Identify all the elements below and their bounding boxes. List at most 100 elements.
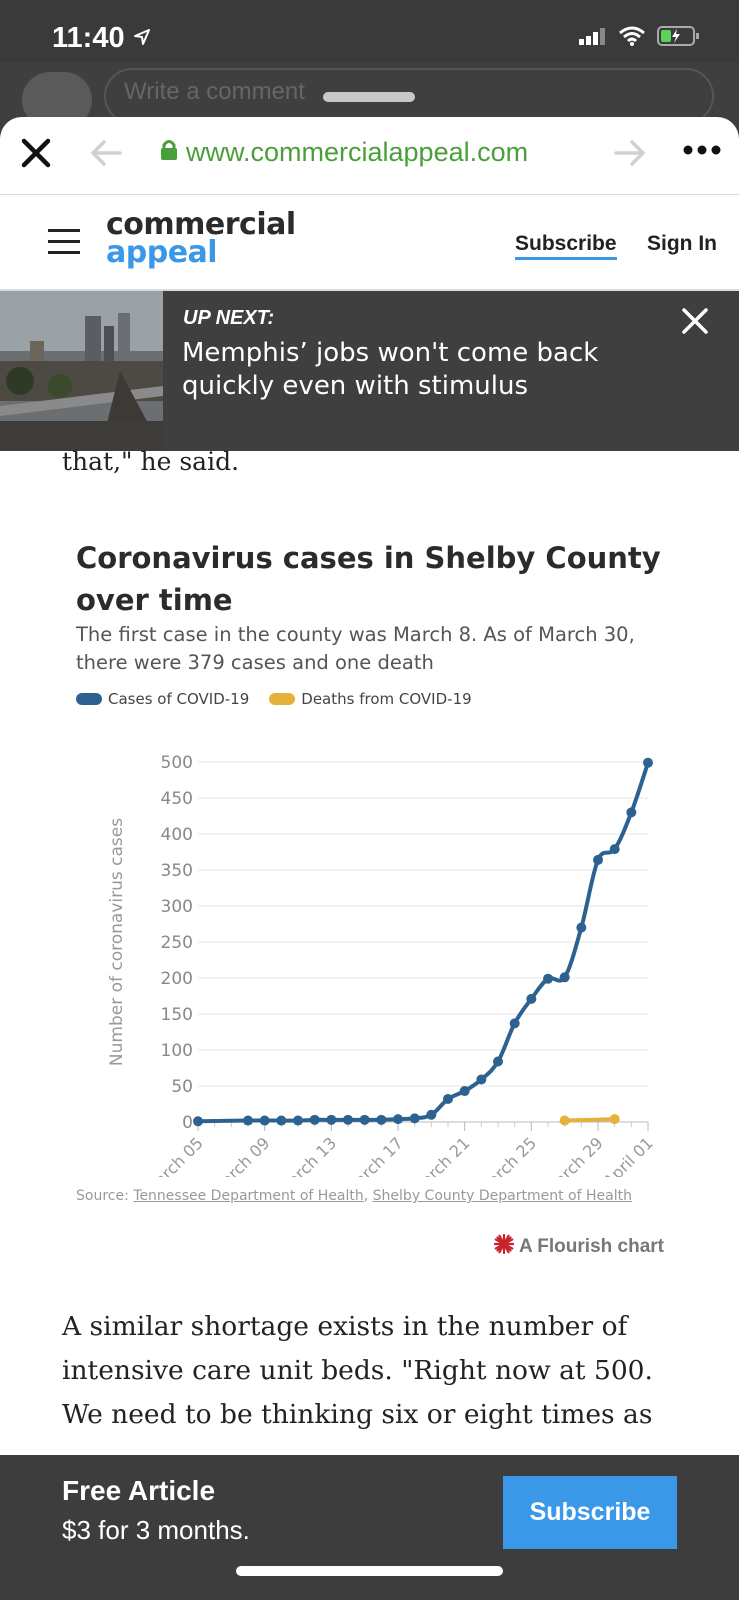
data-point-cases <box>393 1114 403 1125</box>
data-point-cases <box>293 1115 303 1126</box>
chart-source: Source: Tennessee Department of Health, … <box>76 1188 632 1204</box>
data-point-cases <box>309 1114 320 1125</box>
data-point-cases <box>643 757 653 768</box>
cases-line-chart[interactable]: 0 50 100 150 200 250 300 350 400 450 500 Number of … <box>0 717 739 1177</box>
url-text: www.commercialappeal.com <box>186 137 529 167</box>
source-link-tdh[interactable]: Tennessee Department of Health <box>133 1188 364 1204</box>
signal-icon <box>579 27 607 50</box>
legend-item-cases[interactable]: Cases of COVID-19 <box>76 690 249 708</box>
data-point-cases <box>276 1115 287 1126</box>
chart-subtitle: The first case in the county was March 8… <box>76 623 635 674</box>
x-tick-label: April 01 <box>600 1133 657 1177</box>
y-tick-label: 450 <box>161 789 193 809</box>
data-point-cases <box>259 1115 270 1126</box>
site-logo[interactable]: commercial appeal <box>106 207 296 270</box>
article-paragraph: A similar shortage exists in the number … <box>62 1311 653 1430</box>
y-tick-label: 350 <box>161 861 193 881</box>
sign-in-link[interactable]: Sign In <box>647 232 717 255</box>
data-point-cases <box>593 854 603 865</box>
data-point-cases <box>576 922 587 933</box>
flourish-label: A Flourish chart <box>519 1236 664 1257</box>
x-tick-label: March 25 <box>474 1133 540 1177</box>
paywall-price: $3 for 3 months. <box>62 1515 250 1545</box>
y-tick-label: 0 <box>182 1113 193 1133</box>
up-next-label: UP NEXT: <box>183 307 275 329</box>
status-time: 11:40 <box>52 22 125 54</box>
data-point-deaths <box>559 1115 570 1126</box>
chart-legend: Cases of COVID-19 Deaths from COVID-19 <box>76 690 492 708</box>
y-tick-label: 100 <box>161 1041 193 1061</box>
y-tick-label: 200 <box>161 969 193 989</box>
back-arrow-icon[interactable] <box>90 139 122 172</box>
logo-line-1: commercial <box>106 207 296 242</box>
chart-title: Coronavirus cases in Shelby County over … <box>76 541 661 617</box>
menu-icon[interactable] <box>48 229 80 255</box>
data-point-cases <box>493 1056 503 1067</box>
y-tick-label: 150 <box>161 1005 193 1025</box>
data-point-cases <box>409 1113 420 1124</box>
data-point-cases <box>476 1074 487 1085</box>
y-tick-label: 250 <box>161 933 193 953</box>
data-point-cases <box>543 973 553 984</box>
x-tick-label: March 17 <box>341 1133 407 1177</box>
paywall-banner: Free Article $3 for 3 months. Subscribe <box>0 1455 739 1600</box>
x-tick-label: March 29 <box>541 1133 607 1177</box>
source-prefix: Source: <box>76 1188 134 1204</box>
source-link-shelby[interactable]: Shelby County Department of Health <box>372 1188 632 1204</box>
data-point-cases <box>326 1114 337 1125</box>
legend-label-cases: Cases of COVID-19 <box>108 690 250 708</box>
article-fragment: that," he said. <box>62 447 240 476</box>
x-tick-label: March 13 <box>274 1133 340 1177</box>
flourish-logo-icon <box>493 1233 515 1260</box>
legend-item-deaths[interactable]: Deaths from COVID-19 <box>269 690 472 708</box>
x-tick-label: March 09 <box>208 1133 274 1177</box>
close-icon[interactable] <box>18 135 54 171</box>
data-point-cases <box>559 972 570 983</box>
y-tick-label: 50 <box>171 1077 193 1097</box>
y-tick-label: 500 <box>161 753 193 773</box>
y-tick-label: 400 <box>161 825 193 845</box>
source-separator: , <box>363 1188 373 1204</box>
y-tick-label: 300 <box>161 897 193 917</box>
status-icons <box>579 26 699 51</box>
data-point-cases <box>376 1114 387 1125</box>
data-point-cases <box>193 1116 203 1127</box>
up-next-title[interactable]: Memphis’ jobs won't come back quickly ev… <box>182 338 599 401</box>
data-point-cases <box>526 993 537 1004</box>
data-point-cases <box>426 1109 437 1120</box>
browser-sheet: www.commercialappeal.com commercial appe… <box>0 117 739 1600</box>
browser-toolbar: www.commercialappeal.com <box>0 117 739 195</box>
lock-icon <box>160 137 178 168</box>
more-options-icon[interactable] <box>682 143 722 162</box>
up-next-thumbnail <box>0 291 163 451</box>
location-arrow-icon <box>133 28 151 51</box>
url-bar[interactable]: www.commercialappeal.com <box>160 137 528 168</box>
data-point-cases <box>459 1086 470 1097</box>
flourish-credit[interactable]: A Flourish chart <box>493 1233 664 1260</box>
y-axis-label: Number of coronavirus cases <box>107 818 127 1066</box>
x-tick-label: March 21 <box>408 1133 474 1177</box>
data-point-cases <box>609 844 620 855</box>
subscribe-link[interactable]: Subscribe <box>515 232 617 260</box>
data-point-cases <box>359 1114 370 1125</box>
x-tick-label: March 05 <box>141 1133 207 1177</box>
forward-arrow-icon[interactable] <box>614 139 646 172</box>
data-point-cases <box>243 1115 253 1126</box>
close-icon[interactable] <box>681 307 709 335</box>
battery-icon <box>657 26 699 51</box>
legend-label-deaths: Deaths from COVID-19 <box>301 690 472 708</box>
paywall-subscribe-button[interactable]: Subscribe <box>503 1476 677 1549</box>
legend-swatch-deaths <box>269 693 296 705</box>
logo-line-2: appeal <box>106 235 218 270</box>
series-line-deaths <box>562 1117 617 1123</box>
site-header: commercial appeal Subscribe Sign In <box>0 195 739 291</box>
data-point-cases <box>626 807 637 818</box>
paywall-title: Free Article <box>62 1475 216 1506</box>
legend-swatch-cases <box>76 693 102 705</box>
wifi-icon <box>619 26 645 51</box>
sheet-grab-handle[interactable] <box>323 92 415 102</box>
home-indicator <box>236 1566 503 1576</box>
up-next-banner[interactable]: UP NEXT: Memphis’ jobs won't come back q… <box>0 291 739 451</box>
data-point-cases <box>343 1114 353 1125</box>
data-point-cases <box>509 1018 520 1029</box>
